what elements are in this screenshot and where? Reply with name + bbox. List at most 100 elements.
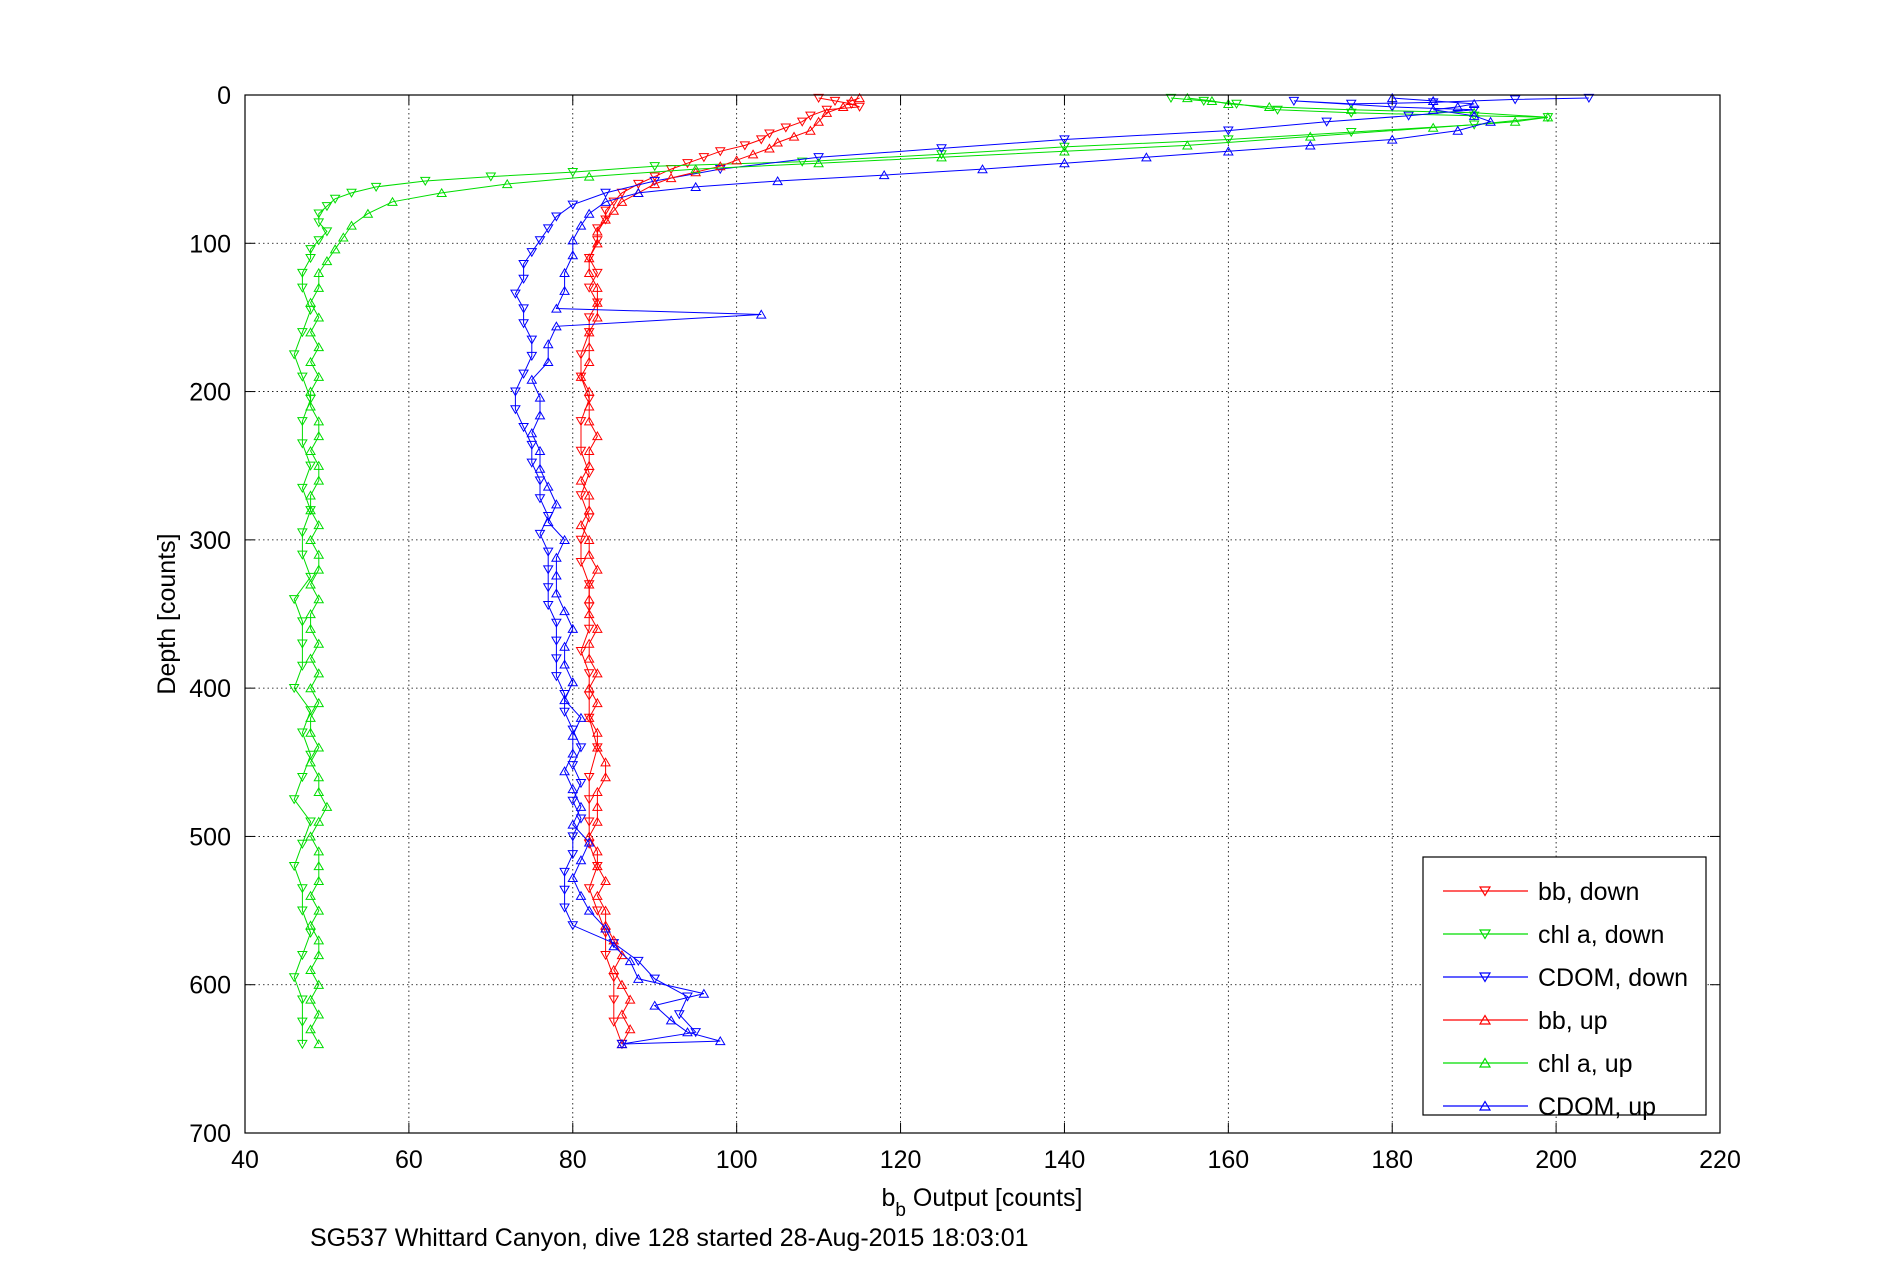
- data-point: [526, 248, 538, 258]
- data-point: [296, 773, 308, 783]
- data-point: [542, 356, 554, 367]
- data-point: [1452, 125, 1464, 135]
- data-point: [1542, 112, 1554, 122]
- data-point: [591, 742, 603, 752]
- data-point: [575, 371, 587, 381]
- data-point: [362, 208, 374, 218]
- data-point: [591, 846, 603, 856]
- data-point: [313, 875, 325, 886]
- data-point: [583, 253, 595, 263]
- data-point: [813, 93, 824, 104]
- data-point: [1427, 98, 1439, 108]
- data-point: [1222, 98, 1234, 108]
- legend-entry: chl a, up: [1443, 1050, 1633, 1078]
- data-point: [551, 552, 562, 562]
- data-point: [288, 861, 300, 872]
- data-point: [419, 176, 431, 187]
- data-point: [665, 173, 677, 183]
- data-point: [526, 374, 538, 384]
- data-point: [1452, 101, 1464, 111]
- data-point: [346, 220, 357, 230]
- data-point: [305, 572, 316, 582]
- data-point: [575, 814, 587, 824]
- data-point: [805, 125, 816, 135]
- data-point: [1288, 96, 1300, 106]
- data-point: [567, 921, 579, 931]
- data-point: [305, 608, 316, 619]
- data-point: [600, 950, 611, 961]
- legend-swatch-marker: [1478, 1014, 1492, 1025]
- x-axis-label: bb Output [counts]: [882, 1184, 1083, 1221]
- data-point: [608, 197, 620, 207]
- data-point: [1345, 104, 1357, 114]
- data-point: [772, 137, 784, 147]
- data-point: [329, 194, 341, 204]
- data-point: [575, 519, 587, 530]
- data-point: [559, 903, 570, 913]
- data-point: [591, 861, 603, 871]
- data-point: [567, 748, 579, 758]
- data-point: [296, 417, 308, 427]
- data-point: [436, 187, 448, 197]
- data-point: [649, 172, 661, 182]
- data-point: [575, 778, 587, 789]
- y-tick-label: 300: [189, 527, 231, 555]
- data-point: [551, 654, 562, 664]
- data-point: [1059, 146, 1070, 156]
- data-point: [296, 483, 308, 493]
- series-4: [305, 92, 1554, 1049]
- data-point: [534, 392, 546, 402]
- data-point: [936, 152, 947, 162]
- data-point: [305, 727, 316, 737]
- data-point: [714, 161, 726, 171]
- data-point: [518, 259, 529, 270]
- figure-caption: SG537 Whittard Canyon, dive 128 started …: [310, 1224, 1029, 1252]
- data-point: [1304, 131, 1316, 141]
- data-point: [305, 623, 316, 633]
- data-point: [591, 668, 603, 678]
- y-tick-label: 200: [189, 379, 231, 407]
- data-point: [305, 683, 316, 693]
- x-tick-label: 100: [716, 1146, 758, 1174]
- data-point: [854, 92, 865, 103]
- data-point: [764, 129, 775, 139]
- data-point: [608, 995, 620, 1005]
- data-point: [1485, 116, 1496, 126]
- data-point: [608, 964, 620, 974]
- data-point: [583, 171, 595, 181]
- data-point: [575, 475, 587, 485]
- data-point: [296, 995, 308, 1005]
- data-point: [518, 304, 529, 314]
- data-point: [764, 143, 775, 153]
- data-point: [305, 831, 316, 841]
- data-point: [313, 905, 325, 915]
- data-point: [313, 979, 325, 989]
- data-point: [296, 661, 308, 671]
- data-point: [608, 941, 620, 951]
- data-point: [575, 558, 587, 568]
- data-point: [296, 550, 308, 560]
- data-point: [567, 250, 579, 260]
- data-point: [313, 282, 325, 292]
- data-point: [559, 641, 570, 651]
- data-point: [313, 549, 325, 559]
- legend-entry: bb, up: [1443, 1007, 1608, 1035]
- series-1: [288, 93, 1554, 1050]
- data-point: [567, 623, 579, 633]
- data-point: [288, 350, 300, 360]
- data-point: [575, 220, 587, 230]
- data-point: [600, 206, 611, 216]
- data-point: [575, 890, 587, 900]
- data-point: [526, 428, 538, 438]
- data-point: [329, 244, 341, 254]
- data-point: [591, 816, 603, 826]
- data-point: [305, 750, 316, 760]
- data-point: [296, 439, 308, 449]
- data-point: [583, 884, 595, 894]
- data-point: [1583, 93, 1595, 104]
- data-point: [567, 200, 579, 210]
- data-point: [387, 196, 398, 206]
- data-point: [567, 677, 579, 687]
- data-point: [813, 153, 824, 163]
- data-point: [321, 227, 333, 237]
